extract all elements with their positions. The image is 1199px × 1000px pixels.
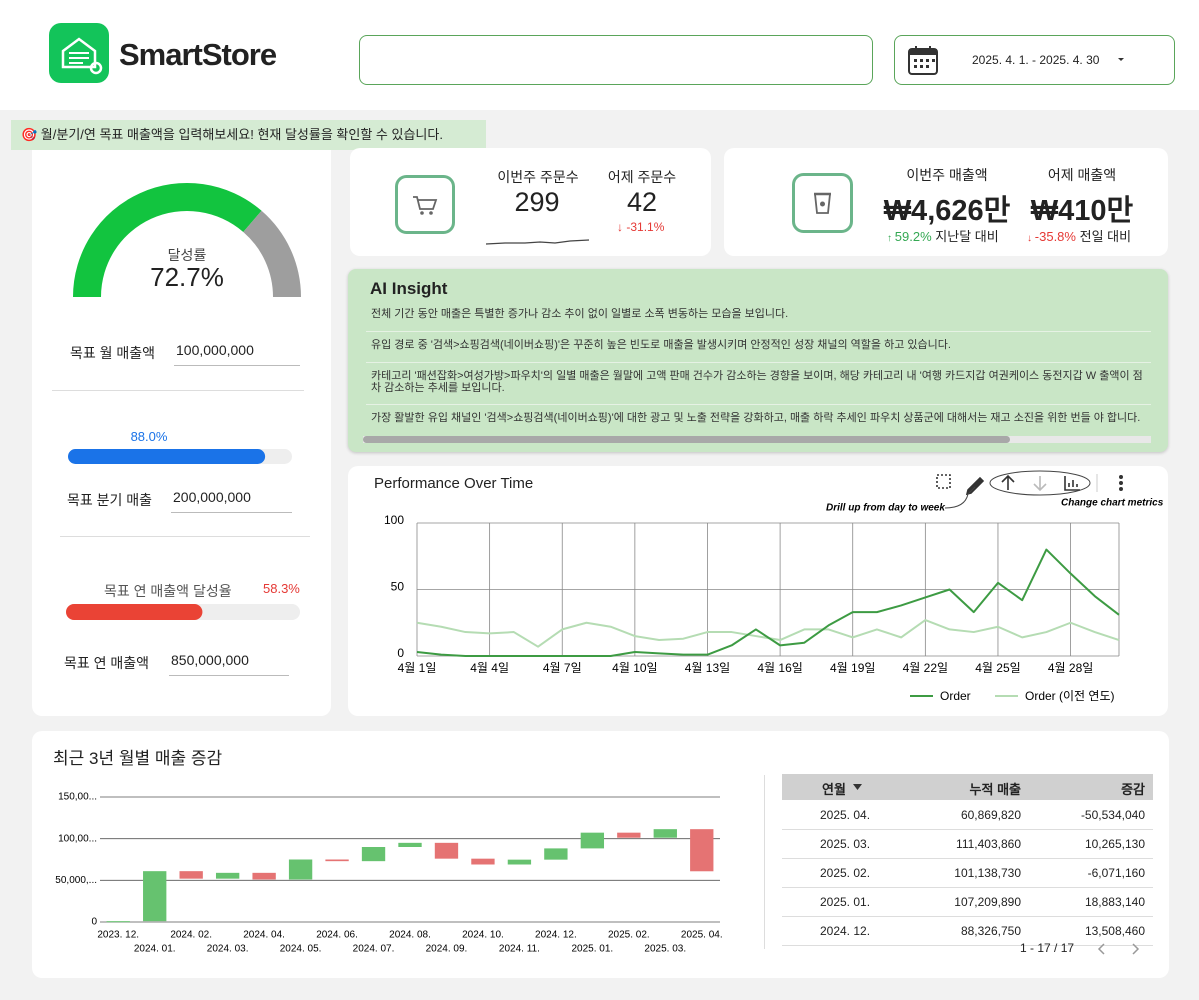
insight-paragraph: 카테고리 '패션잡화>여성가방>파우치'의 일별 매출은 월말에 고액 판매 건… bbox=[371, 370, 1143, 394]
prev-page[interactable] bbox=[1097, 943, 1105, 955]
logo-text: SmartStore bbox=[119, 37, 277, 72]
yesterday-sales-label: 어제 매출액 bbox=[1047, 167, 1117, 183]
table-cell: 2025. 02. bbox=[819, 866, 871, 880]
year-rate-label: 58.3% bbox=[263, 581, 300, 596]
table-cell: 111,403,860 bbox=[956, 837, 1021, 851]
week-orders-label: 이번주 주문수 bbox=[497, 169, 579, 185]
orders-change: ↓ -31.1% bbox=[617, 220, 665, 234]
table-cell: -6,071,160 bbox=[1087, 866, 1145, 880]
monthly-target[interactable]: 100,000,000 bbox=[176, 342, 254, 358]
performance-panel bbox=[348, 466, 1168, 716]
insight-panel bbox=[348, 269, 1168, 452]
divider bbox=[764, 775, 765, 949]
search-box[interactable] bbox=[359, 35, 873, 85]
sort-arrow[interactable] bbox=[853, 784, 862, 790]
insight-paragraph: 유입 경로 중 '검색>쇼핑검색(네이버쇼핑)'은 꾸준히 높은 빈도로 매출을… bbox=[371, 339, 951, 351]
month-change-text: 지난달 대비 bbox=[935, 229, 999, 244]
quarter-label: 목표 분기 매출 bbox=[67, 492, 153, 508]
column-header[interactable]: 증감 bbox=[1121, 782, 1145, 797]
day-change-text: 전일 대비 bbox=[1079, 229, 1132, 244]
week-sales-label: 이번주 매출액 bbox=[906, 167, 988, 183]
day-change: ↓ -35.8% 전일 대비 bbox=[1027, 229, 1132, 244]
table-row: 2025. 04. 60,869,820 -50,534,040 bbox=[782, 800, 1153, 830]
month-change-label: 59.2% bbox=[894, 229, 932, 244]
table-row: 2025. 01. 107,209,890 18,883,140 bbox=[782, 887, 1153, 917]
pager bbox=[1097, 943, 1140, 955]
table-cell: 2025. 01. bbox=[819, 895, 871, 909]
table-cell: 2025. 04. bbox=[819, 808, 871, 822]
quarter-target[interactable]: 200,000,000 bbox=[173, 489, 251, 505]
table-row: 2025. 02. 101,138,730 -6,071,160 bbox=[782, 858, 1153, 888]
insight-title: AI Insight bbox=[370, 279, 448, 298]
table-cell: 2025. 03. bbox=[819, 837, 871, 851]
insight-paragraph: 전체 기간 동안 매출은 특별한 증가나 감소 추이 없이 일별로 소폭 변동하… bbox=[371, 308, 789, 320]
column-header[interactable]: 누적 매출 bbox=[969, 782, 1021, 797]
quarter-rate-label: 88.0% bbox=[130, 429, 168, 444]
gauge-value: 72.7% bbox=[150, 262, 224, 292]
input-underline bbox=[169, 675, 289, 676]
waterfall-panel bbox=[32, 731, 1169, 978]
yesterday-orders-value: 42 bbox=[626, 187, 658, 217]
table-cell: 13,508,460 bbox=[1084, 924, 1145, 938]
separator bbox=[366, 404, 1151, 405]
date-picker[interactable] bbox=[894, 35, 1175, 85]
monthly-label: 목표 월 매출액 bbox=[70, 345, 156, 361]
table-header: 연월 누적 매출 증감 bbox=[782, 774, 1153, 800]
table-cell: 18,883,140 bbox=[1084, 895, 1145, 909]
orders-change-label: -31.1% bbox=[626, 220, 665, 234]
goal-banner: 🎯 월/분기/연 목표 매출액을 입력해보세요! 현재 달성률을 확인할 수 있… bbox=[11, 120, 486, 150]
divider bbox=[60, 536, 310, 537]
cup-icon bbox=[792, 173, 853, 233]
divider bbox=[52, 390, 304, 391]
table-row: 2025. 03. 111,403,860 10,265,130 bbox=[782, 829, 1153, 859]
calendar-icon bbox=[908, 46, 938, 75]
logo-icon bbox=[49, 23, 109, 83]
table-cell: -50,534,040 bbox=[1080, 808, 1145, 822]
waterfall-title: 최근 3년 월별 매출 증감 bbox=[53, 749, 223, 768]
table-cell: 88,326,750 bbox=[960, 924, 1021, 938]
year-rate-title: 목표 연 매출액 달성율 bbox=[104, 583, 232, 599]
input-underline bbox=[174, 365, 300, 366]
year-label: 목표 연 매출액 bbox=[64, 655, 150, 671]
table-cell: 2024. 12. bbox=[819, 924, 871, 938]
year-target[interactable]: 850,000,000 bbox=[171, 652, 249, 668]
pagination: 1 - 17 / 17 bbox=[1020, 941, 1075, 955]
dropdown-arrow[interactable] bbox=[1117, 57, 1125, 63]
month-change: ↑ 59.2% 지난달 대비 bbox=[887, 229, 999, 244]
scrollbar-thumb[interactable] bbox=[363, 436, 1010, 443]
input-underline bbox=[171, 512, 292, 513]
day-change-label: -35.8% bbox=[1034, 229, 1076, 244]
week-sales-value: ₩4,626만 bbox=[883, 195, 1011, 227]
table-cell: 107,209,890 bbox=[954, 895, 1021, 909]
separator bbox=[366, 331, 1151, 332]
date-range: 2025. 4. 1. - 2025. 4. 30 bbox=[972, 53, 1100, 67]
table-row: 2024. 12. 88,326,750 13,508,460 bbox=[782, 916, 1153, 946]
insight-paragraph: 가장 활발한 유입 채널인 '검색>쇼핑검색(네이버쇼핑)'에 대한 광고 및 … bbox=[371, 412, 1141, 424]
table-cell: 60,869,820 bbox=[960, 808, 1021, 822]
separator bbox=[366, 362, 1151, 363]
line-chart-title: Performance Over Time bbox=[374, 475, 534, 492]
column-header[interactable]: 연월 bbox=[822, 782, 846, 797]
sparkline bbox=[485, 239, 590, 245]
cart-icon bbox=[395, 175, 455, 234]
week-orders-value: 299 bbox=[514, 187, 560, 217]
yesterday-orders-label: 어제 주문수 bbox=[607, 169, 677, 185]
yesterday-sales-value: ₩410만 bbox=[1030, 195, 1134, 227]
table-cell: 101,138,730 bbox=[954, 866, 1021, 880]
table-cell: 10,265,130 bbox=[1084, 837, 1145, 851]
next-page[interactable] bbox=[1132, 943, 1140, 955]
goal-panel bbox=[32, 150, 331, 716]
